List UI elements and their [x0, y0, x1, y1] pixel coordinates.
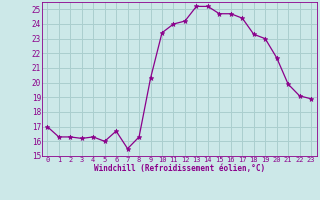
X-axis label: Windchill (Refroidissement éolien,°C): Windchill (Refroidissement éolien,°C): [94, 164, 265, 173]
